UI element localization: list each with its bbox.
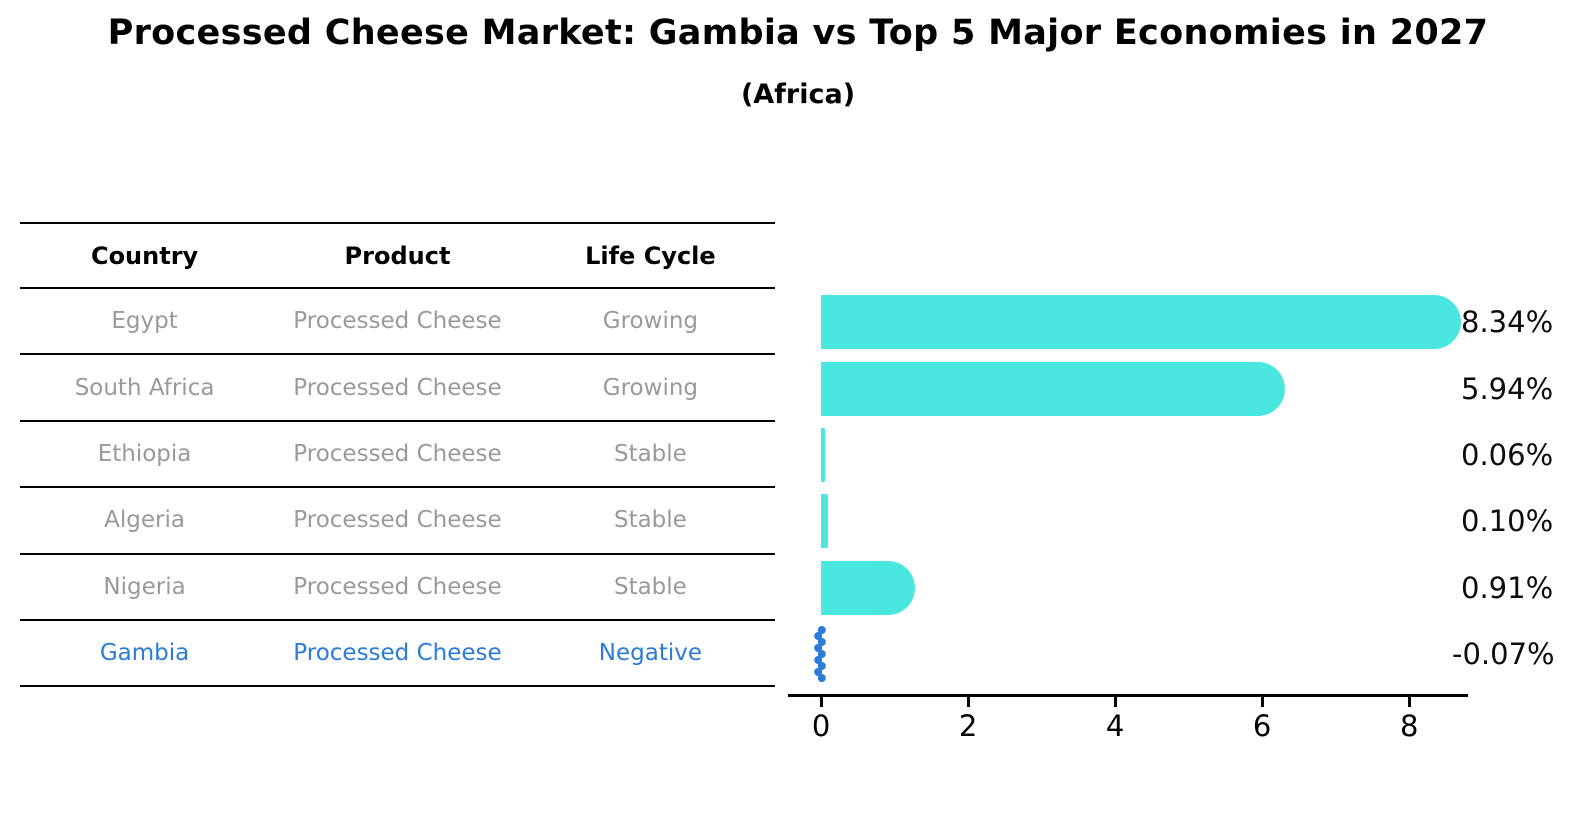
value-label-ethiopia: 0.06% [1461,438,1554,472]
x-tick-label-4: 4 [1105,709,1125,743]
x-tick-label-2: 2 [958,709,978,743]
wavy-marker-dot [817,638,826,647]
table-row-south-africa: South Africa Processed Cheese Growing [20,355,775,422]
value-label-south-africa: 5.94% [1461,371,1554,406]
cell-country: Ethiopia [97,440,192,467]
bar-egypt [821,295,1462,350]
table-header-country: Country [90,241,199,270]
bar-ethiopia [821,428,826,482]
cell-product: Processed Cheese [293,308,502,335]
cell-life-cycle: Growing [602,374,699,401]
table-row-egypt: Egypt Processed Cheese Growing [20,289,775,356]
table-row-nigeria: Nigeria Processed Cheese Stable [20,555,775,621]
cell-life-cycle: Stable [613,440,687,467]
cell-country: Egypt [111,308,178,335]
x-tick-label-8: 8 [1399,709,1419,743]
table-header-product: Product [344,241,451,270]
x-tick-mark-2 [966,697,970,707]
wavy-marker-dot [817,662,826,671]
cell-life-cycle: Growing [602,308,699,335]
bar-south-africa [821,361,1285,416]
bar-algeria [821,494,829,549]
value-label-nigeria: 0.91% [1461,570,1554,605]
table-row-algeria: Algeria Processed Cheese Stable [20,488,775,555]
country-table: Country Product Life Cycle Egypt Processe… [20,222,775,688]
value-label-algeria: 0.10% [1461,504,1554,539]
x-tick-mark-8 [1407,697,1411,707]
x-tick-label-6: 6 [1252,709,1272,743]
x-axis-line [788,694,1468,697]
wavy-marker-dot [814,632,823,641]
table-header-row: Country Product Life Cycle [20,224,775,289]
chart-subtitle: (Africa) [740,79,856,110]
table-body: Egypt Processed Cheese Growing South Africa… [20,289,775,688]
bar-nigeria [821,560,915,615]
wavy-marker-dot [814,644,823,653]
cell-life-cycle: Stable [613,507,687,534]
table-row-ethiopia: Ethiopia Processed Cheese Stable [20,422,775,489]
cell-product: Processed Cheese [293,374,502,401]
wavy-marker-dot [817,650,826,659]
cell-life-cycle: Stable [613,573,687,600]
cell-country: Gambia [99,640,190,667]
cell-country: Algeria [104,507,185,534]
cell-country: Nigeria [103,573,186,600]
table-row-gambia: Gambia Processed Cheese Negative [20,621,775,688]
x-tick-mark-6 [1260,697,1264,707]
x-tick-mark-0 [819,697,823,707]
value-label-egypt: 8.34% [1461,305,1554,340]
wavy-marker-dot [814,656,823,665]
cell-country: South Africa [74,374,215,401]
cell-life-cycle: Negative [598,640,703,667]
cell-product: Processed Cheese [293,573,502,600]
value-label-gambia: -0.07% [1452,637,1555,672]
wavy-marker-dot [814,668,823,677]
wavy-marker-dot [817,674,826,683]
table-header-life-cycle: Life Cycle [585,241,716,270]
wavy-marker-dot [817,626,826,635]
cell-product: Processed Cheese [293,640,502,667]
bar-gambia-wavy-marker [814,626,826,683]
cell-product: Processed Cheese [293,507,502,534]
chart-title: Processed Cheese Market: Gambia vs Top 5… [107,13,1489,53]
cell-product: Processed Cheese [293,440,502,467]
x-tick-label-0: 0 [811,709,831,743]
x-tick-mark-4 [1113,697,1117,707]
